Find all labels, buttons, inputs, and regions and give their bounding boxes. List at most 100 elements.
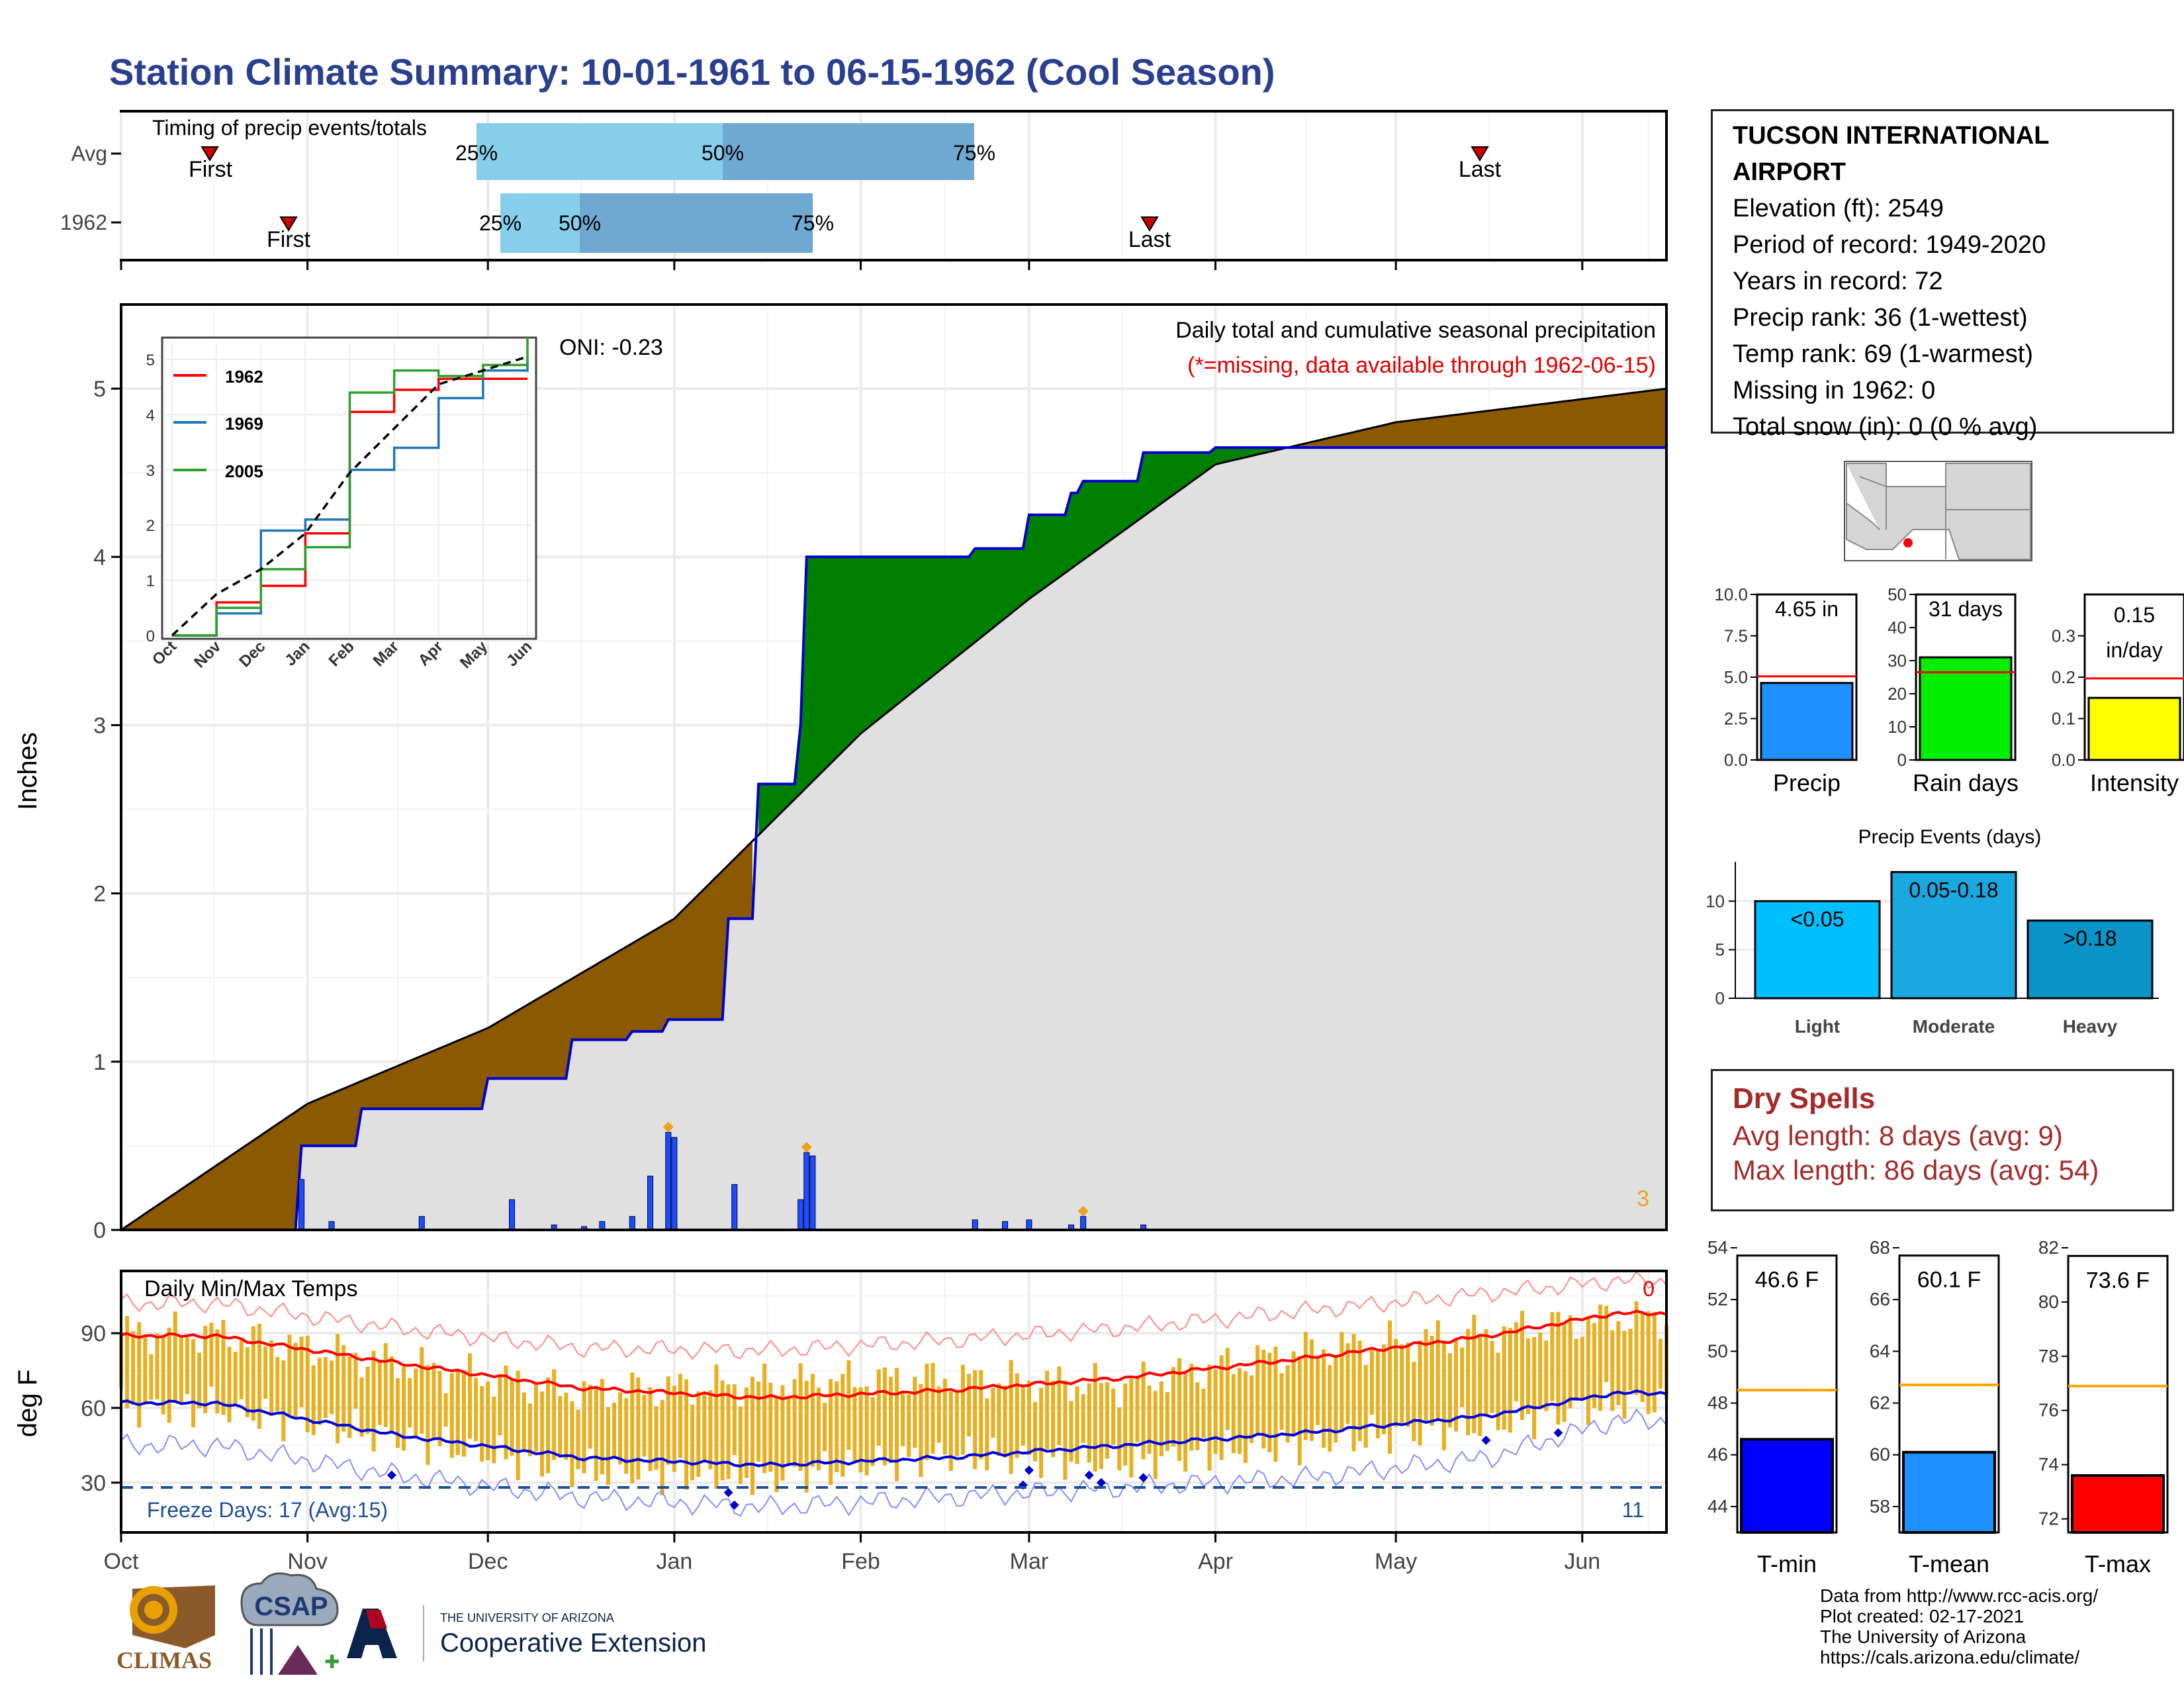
- tsum-tick-label-2-0: 72: [2038, 1509, 2059, 1529]
- ua-small-text: THE UNIVERSITY OF ARIZONA: [440, 1611, 614, 1624]
- temp-day-bar-220: [1441, 1340, 1446, 1451]
- station-name-line1: TUCSON INTERNATIONAL: [1733, 122, 2050, 150]
- temp-day-bar-143: [979, 1370, 983, 1460]
- temp-day-bar-6: [155, 1333, 159, 1400]
- freeze-marker-6: [1096, 1477, 1106, 1487]
- temp-day-bar-134: [925, 1364, 929, 1460]
- timing-avg-bar-50-75: [723, 123, 974, 180]
- temp-day-bar-39: [353, 1352, 358, 1409]
- timing-1962-bar-25-50: [500, 193, 580, 253]
- temp-day-bar-256: [1658, 1338, 1662, 1389]
- temp-day-bar-14: [203, 1325, 208, 1414]
- tsum-label-2: T-max: [2085, 1550, 2151, 1577]
- temp-ytick-0: 30: [81, 1471, 106, 1496]
- precip-ytick-2: 2: [93, 882, 106, 907]
- tsum-tick-label-2-2: 76: [2038, 1400, 2059, 1421]
- temp-day-bar-249: [1616, 1321, 1621, 1405]
- temp-day-bar-204: [1345, 1343, 1350, 1425]
- temp-day-bar-95: [690, 1404, 695, 1481]
- temp-day-bar-61: [486, 1381, 490, 1461]
- temp-day-bar-237: [1544, 1340, 1549, 1411]
- temp-day-bar-52: [432, 1362, 436, 1440]
- precip-max-marker-0: [662, 1121, 674, 1133]
- daily-precip-bar-9: [665, 1132, 672, 1231]
- daily-precip-bar-12: [797, 1199, 804, 1231]
- mini-tick-label-1-2: 20: [1888, 684, 1907, 704]
- temp-day-bar-80: [600, 1379, 604, 1475]
- timing-label: Timing of precip events/totals: [152, 116, 427, 140]
- temp-day-bar-124: [864, 1386, 869, 1476]
- freeze-days-label: Freeze Days: 17 (Avg:15): [147, 1498, 388, 1522]
- mini-value-2-b: in/day: [2106, 638, 2162, 662]
- timing-1962-q50: 50%: [559, 211, 601, 235]
- temp-day-bar-21: [245, 1347, 250, 1417]
- temp-day-bar-199: [1316, 1358, 1320, 1425]
- events-tick-label-0: 0: [1715, 988, 1725, 1008]
- credits: Data from http://www.rcc-acis.org/ Plot …: [1820, 1585, 2098, 1667]
- temp-day-bar-207: [1363, 1364, 1368, 1448]
- temp-day-bar-226: [1478, 1335, 1482, 1436]
- temp-day-bar-69: [533, 1383, 538, 1452]
- temp-day-bar-13: [197, 1352, 202, 1409]
- temp-day-bar-19: [233, 1351, 238, 1404]
- temp-day-bar-97: [702, 1394, 707, 1462]
- temp-day-bar-104: [744, 1387, 749, 1478]
- temp-day-bar-157: [1063, 1380, 1068, 1480]
- events-bar-0: [1754, 900, 1881, 1000]
- temp-day-bar-84: [624, 1397, 629, 1474]
- ua-big-text: Cooperative Extension: [440, 1628, 706, 1658]
- temp-ytick-2: 90: [81, 1321, 106, 1346]
- temp-ytick-1: 60: [81, 1396, 106, 1421]
- temp-day-bar-173: [1159, 1382, 1163, 1457]
- temp-day-bar-190: [1261, 1349, 1266, 1449]
- station-precip-rank: Precip rank: 36 (1-wettest): [1733, 304, 2028, 332]
- temp-day-bar-91: [666, 1376, 670, 1465]
- temp-day-bar-77: [582, 1381, 586, 1474]
- climas-sun: [144, 1601, 163, 1619]
- temp-day-bar-219: [1435, 1320, 1440, 1419]
- freeze-marker-0: [387, 1470, 396, 1480]
- temp-day-bar-122: [852, 1387, 857, 1464]
- events-range-1: 0.05-0.18: [1909, 878, 1998, 902]
- temp-day-bar-73: [558, 1395, 563, 1458]
- tsum-bar-0: [1740, 1438, 1834, 1534]
- tsum-tick-label-1-3: 64: [1870, 1340, 1890, 1361]
- events-tick-label-2: 10: [1706, 891, 1725, 911]
- temp-day-bar-85: [630, 1372, 635, 1484]
- mini-value-1: 31 days: [1929, 597, 2003, 621]
- timing-avg-last-marker: [1471, 146, 1489, 162]
- station-temp-rank: Temp rank: 69 (1-warmest): [1733, 340, 2034, 368]
- temp-day-bar-253: [1640, 1312, 1645, 1402]
- temp-day-bar-174: [1165, 1391, 1169, 1451]
- temp-day-bar-167: [1123, 1383, 1128, 1466]
- temp-day-bar-254: [1646, 1311, 1651, 1415]
- inset-ytick-5: 5: [146, 352, 155, 369]
- mini-bar-2: [2087, 696, 2181, 761]
- temp-day-bar-235: [1532, 1336, 1537, 1440]
- temp-day-bar-108: [768, 1382, 773, 1472]
- temp-day-bar-214: [1406, 1342, 1410, 1427]
- temp-y-label: deg F: [13, 1370, 42, 1437]
- tsum-tick-label-2-3: 78: [2038, 1346, 2059, 1366]
- temp-day-bar-189: [1255, 1345, 1260, 1435]
- temp-day-bar-141: [967, 1374, 972, 1437]
- temp-day-bar-106: [756, 1382, 761, 1462]
- temp-day-bar-232: [1514, 1322, 1518, 1401]
- temp-day-bar-79: [594, 1385, 598, 1481]
- tsum-tick-label-1-2: 62: [1870, 1393, 1890, 1413]
- temp-day-bar-200: [1322, 1349, 1326, 1448]
- month-label-8: Jun: [1564, 1549, 1600, 1574]
- credit-line-2: Plot created: 02-17-2021: [1820, 1606, 2025, 1626]
- tsum-tick-label-0-0: 44: [1707, 1496, 1728, 1517]
- temp-day-bar-245: [1592, 1323, 1596, 1409]
- temp-day-bar-125: [870, 1397, 875, 1466]
- temp-day-bar-213: [1400, 1344, 1404, 1425]
- summary-mini-bars: 0.0 2.5 5.0 7.5 10.0 4.65 in Precip 0 10 20 30 40 50…: [1714, 585, 2184, 796]
- temp-day-bar-51: [426, 1365, 430, 1465]
- temp-day-bar-250: [1622, 1331, 1627, 1419]
- temp-day-bar-156: [1057, 1366, 1062, 1446]
- temp-day-bar-32: [311, 1365, 316, 1435]
- temp-day-bar-172: [1153, 1391, 1158, 1479]
- temp-day-bar-82: [612, 1402, 617, 1458]
